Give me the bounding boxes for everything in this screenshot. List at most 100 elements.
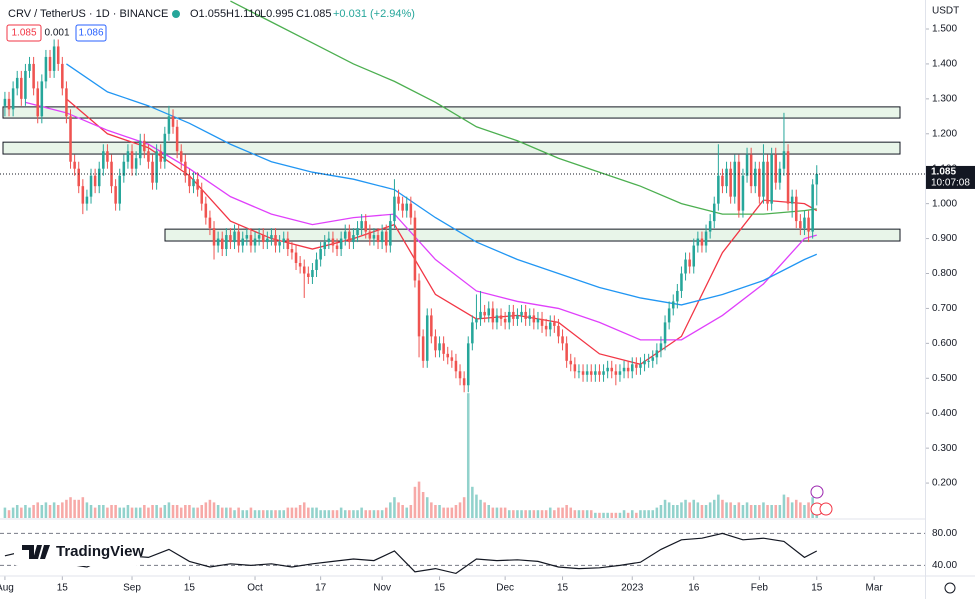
volume-bar (311, 507, 314, 518)
candle-body (237, 231, 240, 246)
candle-body (188, 175, 191, 187)
volume-bar (737, 502, 741, 518)
volume-bar (532, 510, 536, 518)
volume-bar (356, 510, 359, 518)
candle-body (315, 259, 318, 271)
candle-body (167, 116, 171, 134)
volume-bar (302, 502, 306, 518)
candle-body (475, 318, 478, 323)
volume-bar (598, 512, 601, 518)
volume-bar (138, 507, 142, 518)
volume-bar (794, 499, 798, 518)
volume-bar (32, 505, 35, 518)
candle-body (143, 140, 146, 152)
volume-bar (229, 507, 232, 518)
candle-body (540, 318, 544, 326)
candle-body (598, 371, 601, 375)
candle-body (266, 238, 269, 243)
volume-bar (425, 497, 429, 518)
volume-bar (647, 510, 650, 518)
volume-bar (143, 505, 146, 518)
x-tick-label: Sep (123, 583, 141, 594)
countdown-label: 10:07:08 (931, 178, 970, 189)
rsi-pane (0, 532, 925, 575)
volume-bar (352, 510, 355, 518)
volume-bar (626, 512, 630, 518)
candle-body (548, 322, 552, 330)
volume-bar (249, 507, 253, 518)
bid-box[interactable] (6, 24, 42, 42)
volume-bar (245, 510, 249, 518)
volume-bar (376, 510, 380, 518)
candle-body (52, 46, 56, 71)
candle-body (749, 154, 753, 187)
currency-label[interactable]: USDT (932, 6, 959, 17)
volume-bar (581, 510, 585, 518)
volume-bar (307, 507, 310, 518)
volume-bar (676, 505, 679, 518)
candle-body (454, 360, 458, 372)
candle-body (274, 235, 277, 246)
candle-body (298, 263, 302, 267)
candle-body (175, 126, 179, 152)
candle-body (56, 46, 60, 64)
candle-body (24, 70, 27, 99)
candle-body (663, 322, 667, 344)
candle-body (15, 77, 19, 89)
event-icon[interactable] (810, 485, 824, 499)
last-price-tag (926, 165, 975, 189)
candle-body (28, 63, 31, 71)
candle-body (610, 367, 614, 372)
candle-body (573, 364, 577, 372)
candle-body (741, 175, 745, 211)
volume-bar (458, 502, 462, 518)
volume-bar (618, 512, 622, 518)
candle-body (343, 231, 347, 239)
support-zone (2, 141, 901, 155)
event-icon[interactable] (819, 502, 833, 516)
candle-body (520, 311, 523, 316)
candle-body (491, 308, 495, 323)
candle-body (302, 266, 306, 274)
candle-body (44, 56, 48, 82)
candle-body (397, 196, 400, 204)
candle-body (528, 315, 532, 319)
candle-body (36, 88, 39, 117)
volume-bar (663, 499, 667, 518)
candle-body (11, 88, 15, 110)
candle-body (413, 217, 417, 281)
volume-bar (36, 502, 39, 518)
volume-bar (442, 507, 445, 518)
volume-bar (438, 505, 441, 518)
volume-bar (643, 510, 646, 518)
candle-body (134, 158, 138, 169)
candle-body (335, 245, 339, 250)
x-tick-label: Nov (373, 583, 391, 594)
candle-body (438, 343, 441, 351)
candle-body (647, 360, 650, 362)
volume-bar (553, 510, 556, 518)
candle-body (257, 235, 261, 239)
volume-bar (188, 505, 191, 518)
candle-body (733, 161, 737, 197)
ask-box[interactable] (75, 24, 107, 42)
volume-bar (753, 505, 757, 518)
last-price-label: 1.085 (931, 167, 956, 178)
candle-body (93, 175, 97, 187)
volume-bar (200, 505, 203, 518)
volume-bar (290, 507, 294, 518)
volume-bar (507, 510, 511, 518)
candle-body (811, 184, 814, 232)
volume-bar (69, 497, 72, 518)
y-tick-label: 1.400 (932, 59, 957, 70)
volume-bar (335, 510, 339, 518)
volume-bar (778, 505, 782, 518)
volume-bar (577, 510, 581, 518)
candle-body (282, 238, 286, 243)
y-tick-label: 0.300 (932, 443, 957, 454)
candle-body (778, 168, 782, 183)
volume-bar (241, 510, 245, 518)
candle-body (106, 151, 109, 162)
settings-button[interactable] (944, 582, 956, 594)
